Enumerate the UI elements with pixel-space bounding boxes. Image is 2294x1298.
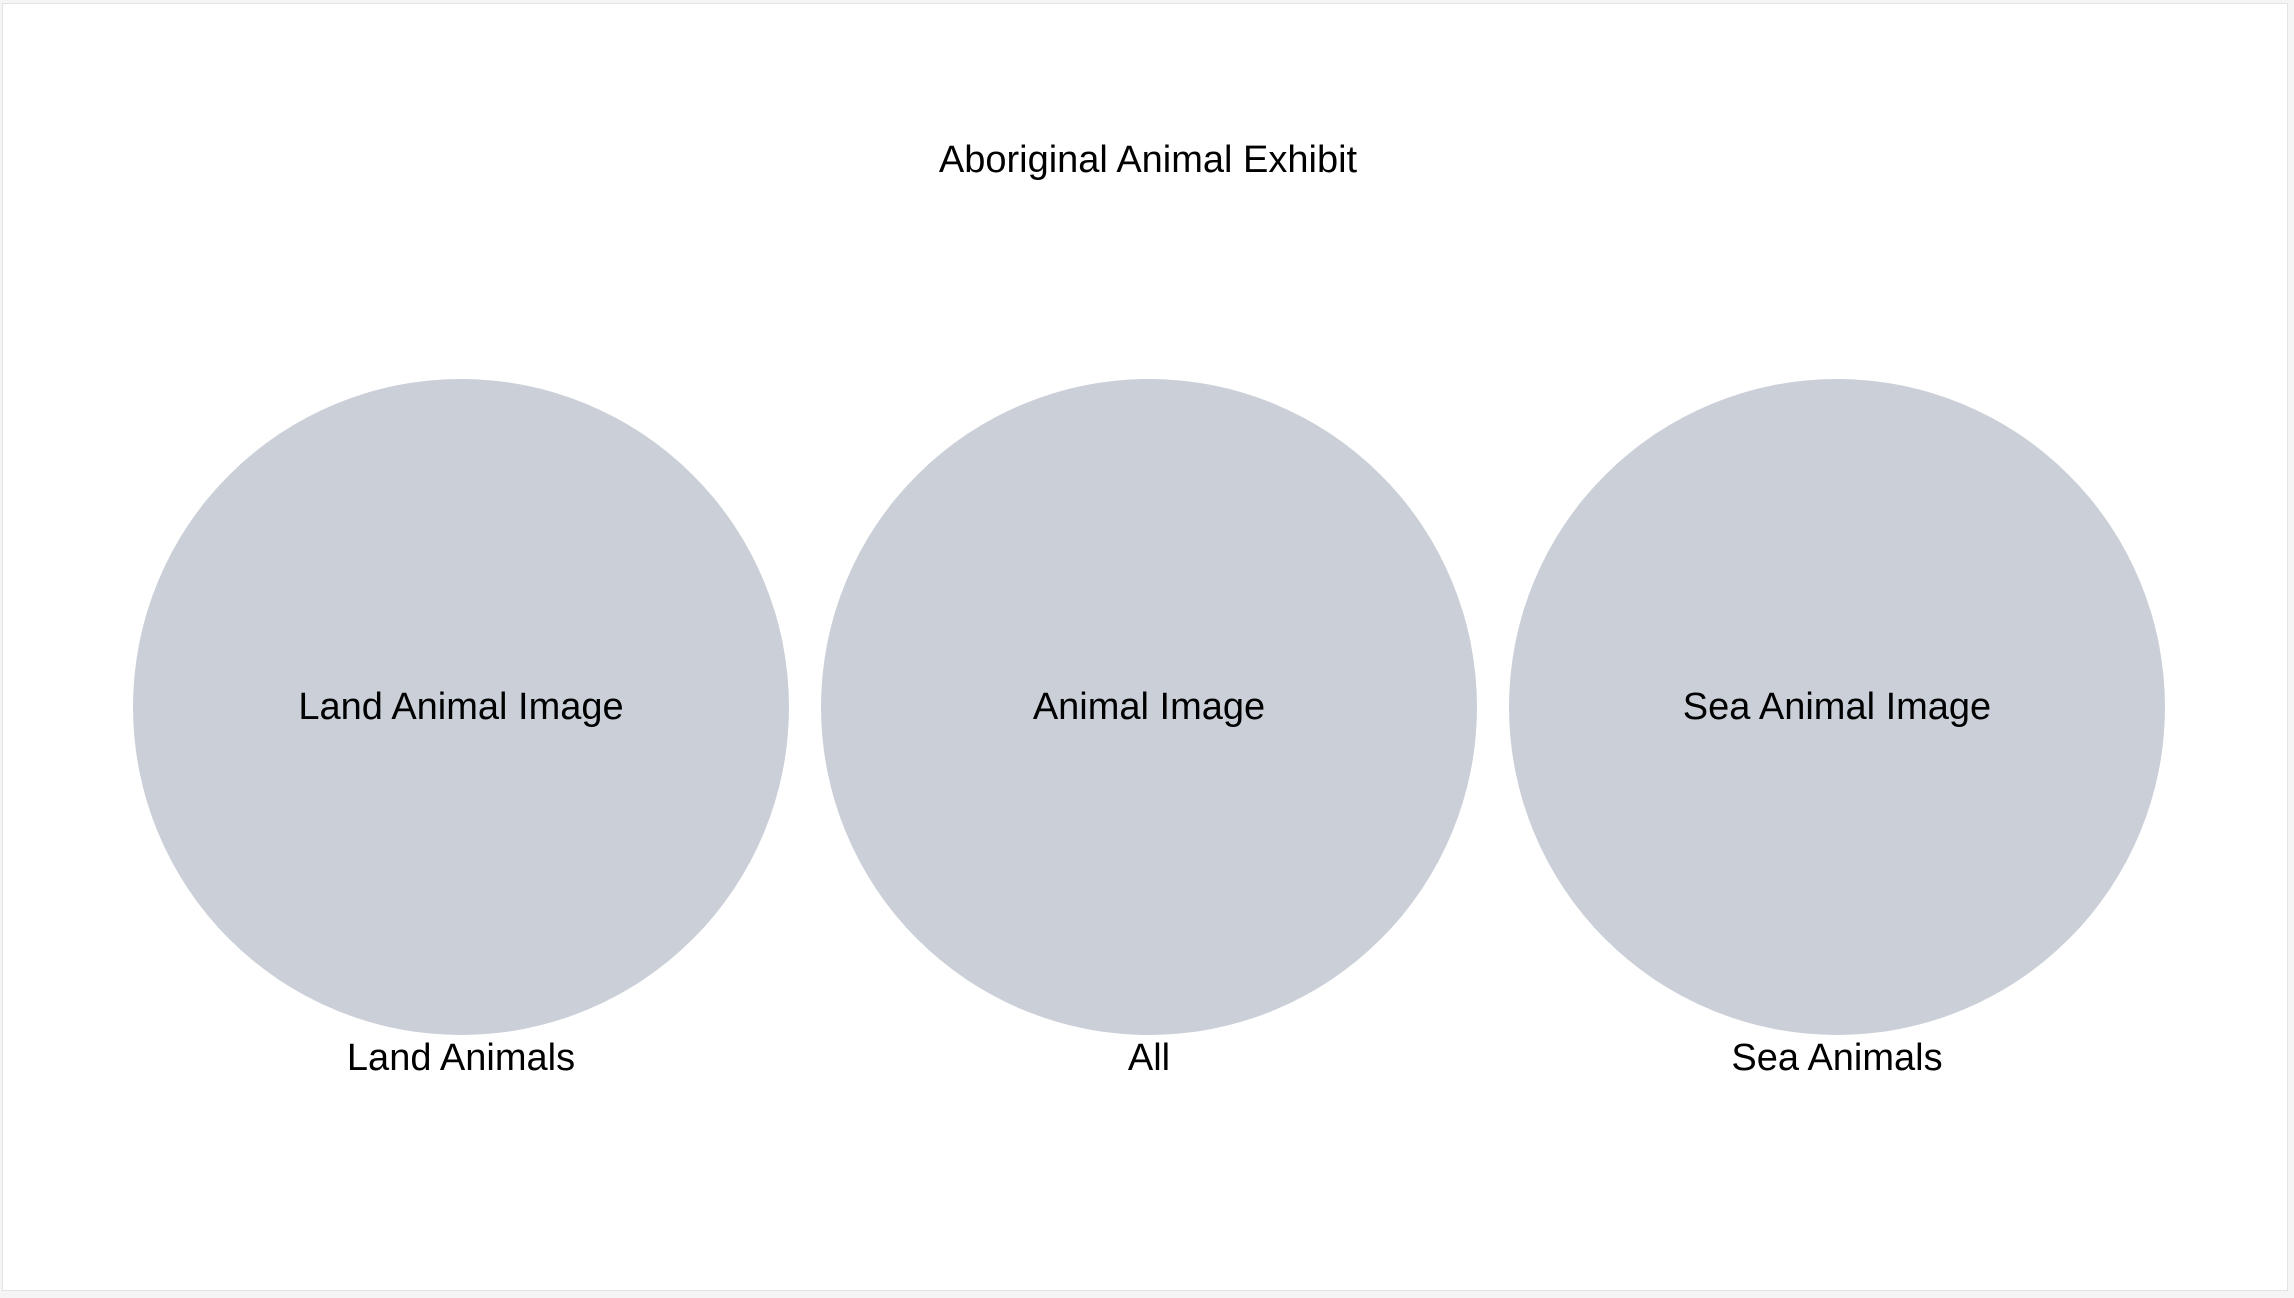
category-land-animals[interactable]: Land Animal Image Land Animals (133, 379, 789, 1081)
animal-image-placeholder[interactable]: Animal Image (821, 379, 1477, 1035)
page-title: Aboriginal Animal Exhibit (938, 139, 1358, 181)
land-animal-image-placeholder[interactable]: Land Animal Image (133, 379, 789, 1035)
sea-animal-image-text: Sea Animal Image (1682, 685, 1992, 728)
sea-animal-image-placeholder[interactable]: Sea Animal Image (1509, 379, 2165, 1035)
exhibit-page: Aboriginal Animal Exhibit Land Animal Im… (2, 3, 2288, 1291)
land-animal-image-text: Land Animal Image (298, 685, 624, 728)
animal-image-text: Animal Image (1032, 685, 1266, 728)
all-label[interactable]: All (1127, 1037, 1171, 1079)
sea-animals-label[interactable]: Sea Animals (1731, 1037, 1943, 1079)
category-all[interactable]: Animal Image All (821, 379, 1477, 1081)
category-sea-animals[interactable]: Sea Animal Image Sea Animals (1509, 379, 2165, 1081)
land-animals-label[interactable]: Land Animals (346, 1037, 576, 1079)
